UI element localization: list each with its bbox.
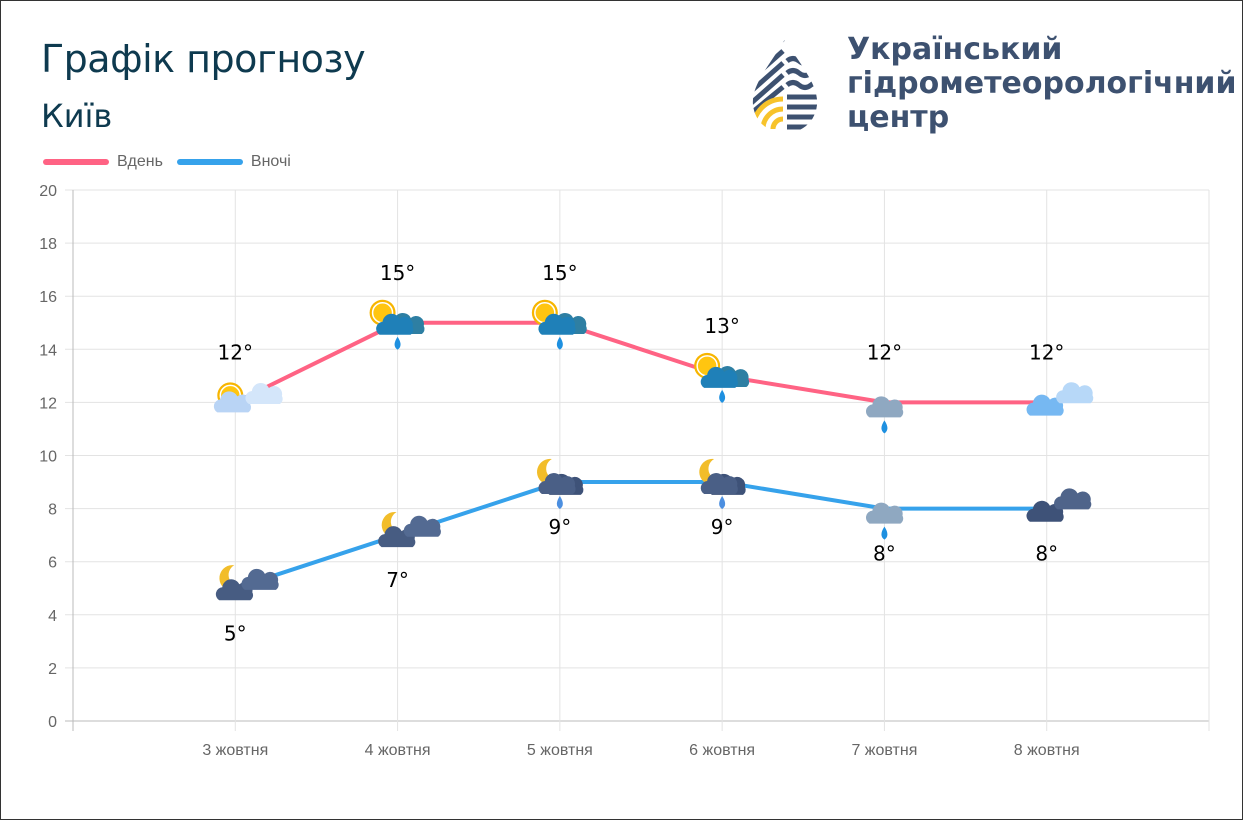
page-title: Графік прогнозу — [41, 37, 366, 81]
raindrop — [556, 336, 563, 350]
data-label: 9° — [711, 515, 734, 539]
cloud-shape — [700, 366, 738, 388]
y-tick-label: 0 — [48, 714, 57, 731]
cloud-shape — [403, 515, 441, 537]
data-label: 9° — [548, 515, 571, 539]
data-label: 12° — [867, 340, 902, 364]
cloud-shape — [865, 502, 904, 524]
sun-cloud-rain-icon — [369, 299, 425, 350]
y-tick-label: 2 — [48, 661, 57, 678]
y-tick-label: 6 — [48, 555, 57, 572]
y-tick-label: 8 — [48, 502, 57, 519]
y-tick-label: 4 — [48, 608, 57, 625]
cloud-shape — [700, 473, 738, 495]
data-label: 7° — [386, 568, 409, 592]
cloud-shape — [241, 568, 279, 590]
moon-dark-cloud-icon — [215, 565, 279, 601]
y-tick-label: 18 — [39, 236, 57, 253]
sun-cloud-rain-icon — [531, 299, 587, 350]
y-tick-label: 14 — [39, 342, 57, 359]
sun-cloud-rain-icon — [694, 352, 750, 403]
moon-cloud-rain-icon — [699, 458, 746, 510]
data-label: 5° — [224, 621, 247, 645]
cloud-shape — [213, 391, 252, 413]
raindrop — [719, 389, 726, 403]
org-name-line-3: центр — [847, 100, 950, 135]
cloud-shape — [245, 383, 283, 404]
sun-light-cloud-icon — [213, 382, 283, 413]
y-tick-label: 12 — [39, 395, 57, 412]
org-name-line-2: гідрометеорологічний — [847, 66, 1237, 101]
cloud-shape — [1026, 500, 1064, 522]
grey-cloud-rain-icon — [865, 502, 904, 540]
cloud-shape — [376, 313, 414, 335]
series-line-night — [234, 480, 1047, 591]
moon-cloud-rain-icon — [536, 458, 584, 510]
y-tick-label: 10 — [39, 449, 57, 466]
moon-shape — [699, 458, 724, 485]
data-label: 12° — [218, 340, 253, 364]
y-tick-label: 20 — [39, 183, 57, 200]
organization-name: Український гідрометеорологічний центр — [847, 33, 1236, 135]
data-label: 15° — [542, 261, 577, 285]
cloud-shape — [1054, 488, 1092, 510]
cloud-shape — [1026, 394, 1064, 416]
raindrop — [881, 420, 888, 434]
raindrop — [881, 526, 888, 540]
light-blue-clouds-icon — [1026, 382, 1094, 416]
raindrop — [394, 336, 401, 350]
data-label: 8° — [873, 542, 896, 566]
x-tick-label: 6 жовтня — [689, 742, 755, 759]
cloud-shape — [538, 473, 576, 495]
data-label: 13° — [704, 314, 739, 338]
y-tick-label: 16 — [39, 289, 57, 306]
cloud-shape — [538, 313, 576, 335]
moon-shape — [536, 458, 561, 485]
raindrop — [556, 496, 563, 510]
data-label: 12° — [1029, 340, 1064, 364]
legend-swatch-night — [176, 159, 243, 165]
legend-item-day[interactable]: Вдень — [43, 153, 163, 171]
legend-item-night[interactable]: Вночі — [176, 153, 291, 171]
legend-label-night: Вночі — [250, 153, 291, 170]
hydromet-logo-icon — [749, 39, 821, 140]
data-label: 8° — [1035, 542, 1058, 566]
raindrop — [719, 496, 726, 510]
x-tick-label: 4 жовтня — [365, 742, 431, 759]
x-tick-label: 3 жовтня — [202, 742, 268, 759]
x-tick-label: 5 жовтня — [527, 742, 593, 759]
grey-cloud-rain-icon — [865, 396, 904, 434]
moon-dark-cloud-icon — [378, 512, 441, 548]
x-tick-label: 8 жовтня — [1014, 742, 1080, 759]
dark-clouds-icon — [1026, 488, 1092, 522]
chart-legend: Вдень Вночі — [43, 153, 305, 171]
series-line-day — [234, 320, 1047, 405]
cloud-shape — [865, 396, 904, 418]
city-name: Київ — [41, 97, 113, 135]
legend-swatch-day — [43, 159, 109, 165]
data-label: 15° — [380, 261, 415, 285]
legend-label-day: Вдень — [117, 153, 163, 170]
org-name-line-1: Український — [847, 32, 1063, 67]
x-tick-label: 7 жовтня — [851, 742, 917, 759]
cloud-shape — [1056, 382, 1094, 404]
